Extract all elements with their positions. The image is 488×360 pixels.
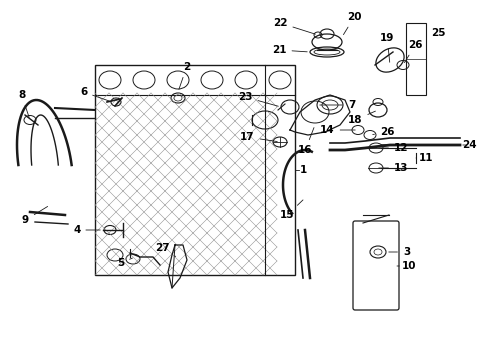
Text: 15: 15: [280, 200, 303, 220]
Text: 16: 16: [297, 127, 313, 155]
Text: 22: 22: [272, 18, 315, 34]
Text: 26: 26: [372, 127, 394, 137]
Text: 27: 27: [155, 243, 175, 257]
Text: 12: 12: [378, 143, 407, 153]
Text: 11: 11: [415, 153, 433, 163]
Text: 3: 3: [388, 247, 409, 257]
Text: 13: 13: [378, 163, 407, 173]
Text: 7: 7: [319, 100, 355, 110]
Text: 19: 19: [379, 33, 393, 62]
Bar: [405, 23, 425, 95]
Text: 21: 21: [271, 45, 306, 55]
Text: 26: 26: [404, 40, 422, 63]
Text: 18: 18: [347, 111, 375, 125]
Text: 1: 1: [299, 165, 306, 175]
Text: 8: 8: [18, 90, 29, 117]
Text: 6: 6: [80, 87, 109, 101]
Text: 4: 4: [73, 225, 100, 235]
Text: 10: 10: [396, 261, 416, 271]
Text: 5: 5: [117, 258, 132, 268]
Text: 25: 25: [430, 28, 445, 38]
Text: 20: 20: [343, 12, 361, 35]
Text: 14: 14: [319, 125, 354, 135]
Text: 9: 9: [22, 206, 47, 225]
Text: 2: 2: [179, 62, 190, 89]
Text: 23: 23: [238, 92, 278, 106]
Text: 24: 24: [461, 140, 476, 150]
Text: 17: 17: [240, 132, 277, 142]
